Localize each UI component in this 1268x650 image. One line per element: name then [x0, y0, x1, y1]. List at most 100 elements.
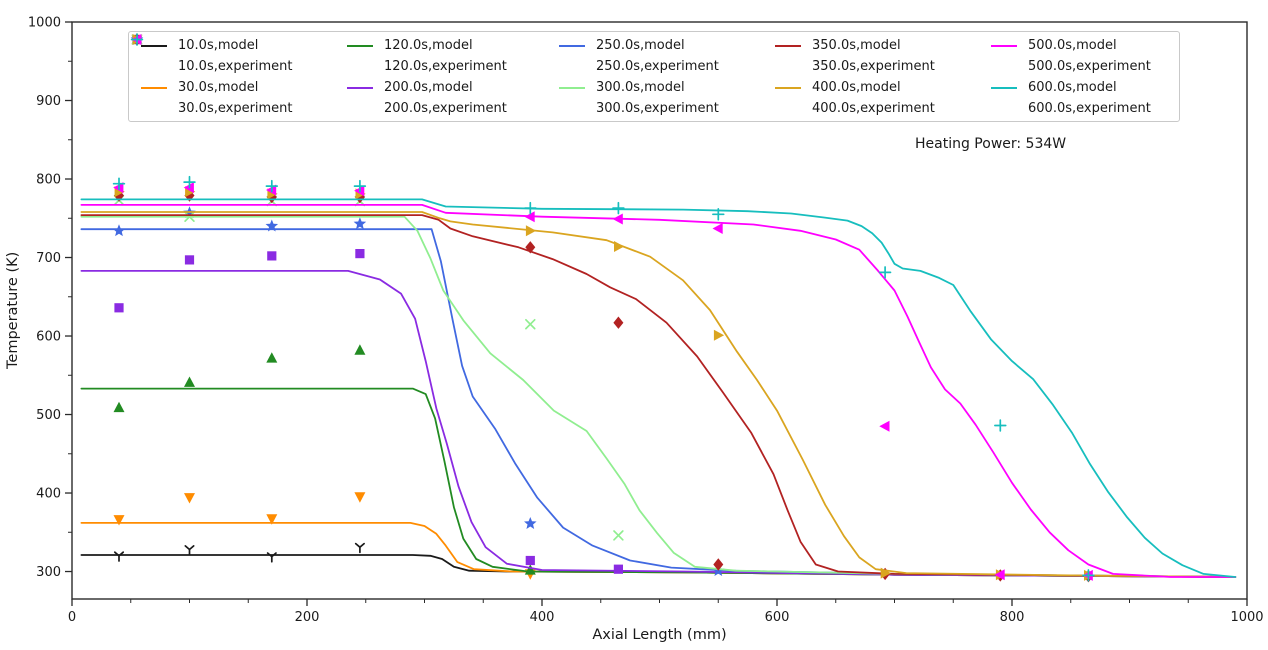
legend-entry: 350.0s,experiment	[132, 33, 989, 77]
chart-legend: 10.0s,model 10.0s,experiment 30.0s,model 30…	[128, 31, 1180, 122]
legend-line-sample	[989, 86, 1019, 89]
triangle-left-marker	[994, 569, 1005, 581]
legend-entry: 200.0s,experiment	[132, 34, 557, 119]
legend-label: 600.0s,experiment	[1028, 101, 1151, 116]
square-marker	[525, 555, 535, 566]
series-line-250.0s,model	[80, 228, 1237, 578]
legend-label: 250.0s,model	[596, 38, 685, 53]
legend-entry: 600.0s,model	[989, 77, 1179, 98]
square-marker	[613, 564, 623, 574]
y-marker	[266, 552, 277, 563]
triangle-right-marker	[525, 225, 537, 237]
legend-line-sample	[989, 44, 1019, 47]
y-tick-label: 500	[36, 408, 61, 423]
plot-series	[80, 175, 1237, 583]
legend-entry: 500.0s,model	[989, 35, 1179, 56]
plus-marker	[524, 201, 537, 215]
y-tick-label: 700	[36, 251, 61, 266]
heating-power-annotation: Heating Power: 534W	[915, 136, 1067, 152]
series-line-300.0s,model	[80, 215, 1237, 578]
legend-label: 200.0s,model	[384, 80, 473, 95]
y-tick-label: 400	[36, 487, 61, 502]
series-line-400.0s,model	[80, 211, 1237, 578]
legend-label: 250.0s,experiment	[596, 59, 719, 74]
star-marker	[353, 217, 367, 230]
star-marker	[524, 517, 537, 529]
x-marker	[613, 530, 624, 541]
legend-entry: 300.0s,model	[557, 77, 773, 98]
legend-line-sample	[773, 44, 803, 47]
x-tick-label: 0	[68, 610, 76, 625]
legend-column: 350.0s,model 350.0s,experiment 400.0s,mode…	[132, 33, 989, 119]
series-markers-300.0s,experiment	[113, 194, 624, 541]
series-line-350.0s,model	[80, 214, 1237, 578]
legend-entry: 600.0s,experiment	[130, 33, 1179, 119]
plus-marker	[112, 177, 126, 190]
x-tick-label: 600	[765, 610, 790, 625]
legend-label: 300.0s,model	[596, 80, 685, 95]
y-tick-label: 300	[36, 565, 61, 580]
legend-label: 10.0s,experiment	[178, 59, 293, 74]
legend-label: 300.0s,experiment	[596, 101, 719, 116]
legend-line-sample	[557, 86, 587, 89]
series-markers-500.0s,experiment	[113, 182, 1093, 581]
plus-marker	[712, 208, 725, 221]
triangle-left-marker	[524, 211, 535, 223]
legend-line-sample	[345, 86, 375, 89]
plus-marker	[1082, 569, 1095, 582]
square-marker	[267, 251, 277, 261]
series-line-500.0s,model	[80, 204, 1237, 578]
legend-label: 120.0s,model	[384, 38, 473, 53]
x-axis-label: Axial Length (mm)	[592, 627, 727, 643]
triangle-up-marker	[524, 564, 536, 575]
x-tick-label: 800	[1000, 610, 1025, 625]
legend-line-sample	[139, 44, 169, 47]
legend-line-sample	[773, 86, 803, 89]
legend-entry: 30.0s,model	[139, 77, 345, 98]
x-tick-label: 200	[295, 610, 320, 625]
triangle-right-marker	[713, 329, 725, 341]
plus-marker	[353, 179, 367, 193]
triangle-down-marker	[354, 492, 366, 503]
legend-line-sample	[557, 44, 587, 47]
y-tick-label: 600	[36, 330, 61, 345]
legend-entry: 200.0s,model	[345, 77, 557, 98]
legend-label: 10.0s,model	[178, 38, 259, 53]
triangle-right-marker	[880, 567, 891, 579]
triangle-right-marker	[614, 241, 625, 252]
axes: 0 200 400 600 800 1000 300 400 500 600 700 800 900 10…	[28, 16, 1264, 626]
plus-marker	[994, 419, 1007, 432]
legend-label: 350.0s,experiment	[812, 59, 935, 74]
legend-entry: 500.0s,experiment	[131, 34, 1179, 77]
legend-entry: 350.0s,model	[773, 35, 989, 56]
series-markers-200.0s,experiment	[114, 249, 623, 574]
legend-entry: 120.0s,experiment	[131, 33, 557, 77]
legend-label: 30.0s,model	[178, 80, 259, 95]
legend-line-sample	[139, 86, 169, 89]
legend-column: 500.0s,model 500.0s,experiment 600.0s,mode…	[130, 33, 1179, 119]
star-marker	[265, 219, 279, 232]
x-marker	[525, 318, 536, 330]
legend-label: 400.0s,model	[812, 80, 901, 95]
legend-label: 400.0s,experiment	[812, 101, 935, 116]
legend-column: 10.0s,model 10.0s,experiment 30.0s,model 30…	[131, 34, 345, 119]
series-markers-400.0s,experiment	[114, 186, 1095, 581]
legend-entry: 400.0s,experiment	[132, 34, 989, 119]
legend-entry: 250.0s,model	[557, 35, 773, 56]
y-axis-label: Temperature (K)	[5, 251, 21, 369]
plus-marker	[183, 175, 196, 189]
square-marker	[184, 255, 195, 265]
y-tick-label: 900	[36, 94, 61, 109]
triangle-up-marker	[266, 352, 278, 363]
y-tick-label: 800	[36, 173, 61, 188]
diamond-marker	[613, 316, 624, 329]
y-marker	[184, 545, 195, 556]
legend-line-sample	[345, 44, 375, 47]
triangle-left-marker	[879, 420, 890, 432]
x-tick-label: 400	[530, 610, 555, 625]
triangle-down-marker	[113, 515, 125, 526]
series-markers-10.0s,experiment	[113, 542, 365, 563]
series-markers-600.0s,experiment	[112, 175, 1095, 582]
diamond-marker	[713, 558, 724, 571]
